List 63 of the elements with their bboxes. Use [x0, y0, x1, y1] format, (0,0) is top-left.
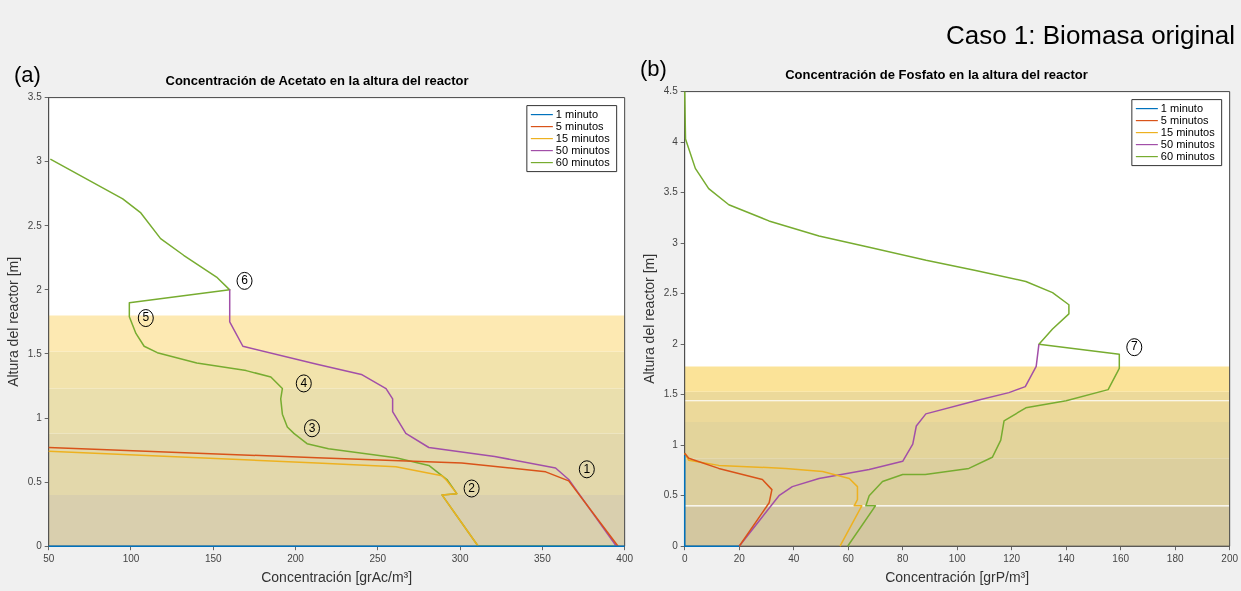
y-tick-label: 1.5: [27, 347, 43, 359]
y-tick-label: 4: [672, 135, 679, 147]
annotation: 1: [583, 461, 591, 476]
legend-label: 1 minuto: [1160, 101, 1204, 114]
legend-label: 1 minuto: [555, 107, 599, 120]
x-tick-label: 250: [369, 552, 387, 564]
y-tick-label: 3: [672, 236, 679, 248]
x-tick-label: 40: [788, 552, 800, 564]
y-tick-label: 2: [36, 283, 43, 295]
y-tick-label: 1.5: [663, 388, 679, 400]
x-tick-label: 150: [204, 552, 223, 564]
y-axis-title: Altura del reactor [m]: [641, 253, 658, 384]
x-tick-label: 100: [122, 552, 140, 564]
y-tick-label: 1: [36, 411, 43, 423]
y-tick-label: 3.5: [27, 91, 43, 103]
text: (b): [640, 56, 667, 82]
x-tick-label: 300: [451, 552, 469, 564]
y-tick-label: 3.5: [663, 186, 679, 198]
x-tick-label: 100: [948, 552, 966, 564]
x-tick-label: 60: [842, 552, 855, 564]
x-axis-title: Concentración [grP/m³]: [885, 569, 1030, 586]
x-tick-label: 400: [616, 552, 634, 564]
legend-label: 5 minutos: [555, 119, 605, 132]
x-tick-label: 180: [1166, 552, 1184, 564]
y-tick-label: 0.5: [663, 489, 679, 501]
x-tick-label: 80: [897, 552, 909, 564]
legend-label: 5 minutos: [1160, 113, 1210, 126]
annotation: 7: [1130, 339, 1138, 354]
chart-title: Concentración de Fosfato en la altura del reactor: [785, 67, 1088, 83]
y-tick-label: 0: [672, 539, 679, 551]
x-tick-label: 200: [1221, 552, 1239, 564]
x-tick-label: 350: [534, 552, 552, 564]
chart-title: Concentración de Acetato en la altura del reactor: [165, 73, 469, 89]
annotation: 6: [241, 273, 249, 288]
text: Caso 1: Biomasa original: [945, 20, 1235, 51]
x-tick-label: 0: [681, 552, 688, 564]
x-tick-label: 140: [1057, 552, 1075, 564]
y-tick-label: 2.5: [663, 287, 679, 299]
x-axis-title: Concentración [grAc/m³]: [261, 569, 413, 586]
y-tick-label: 2: [672, 337, 679, 349]
x-tick-label: 200: [287, 552, 305, 564]
legend-label: 60 minutos: [1160, 149, 1216, 162]
y-axis-title: Altura del reactor [m]: [5, 256, 22, 387]
annotation: 4: [300, 375, 308, 390]
x-tick-label: 160: [1112, 552, 1130, 564]
legend-label: 15 minutos: [555, 131, 611, 144]
y-tick-label: 4.5: [663, 85, 679, 97]
legend-label: 15 minutos: [1160, 125, 1216, 138]
y-tick-label: 2.5: [27, 219, 43, 231]
annotation: 3: [308, 420, 316, 435]
legend-label: 50 minutos: [1160, 137, 1216, 150]
x-tick-label: 20: [733, 552, 746, 564]
annotation: 2: [468, 480, 476, 495]
legend-label: 60 minutos: [555, 155, 611, 168]
x-tick-label: 50: [43, 552, 55, 564]
y-tick-label: 0.5: [27, 475, 43, 487]
y-tick-label: 0: [36, 539, 43, 551]
annotation: 5: [142, 310, 150, 325]
legend-label: 50 minutos: [555, 143, 611, 156]
text: (a): [14, 62, 41, 88]
y-tick-label: 1: [672, 438, 679, 450]
x-tick-label: 120: [1003, 552, 1021, 564]
y-tick-label: 3: [36, 155, 43, 167]
